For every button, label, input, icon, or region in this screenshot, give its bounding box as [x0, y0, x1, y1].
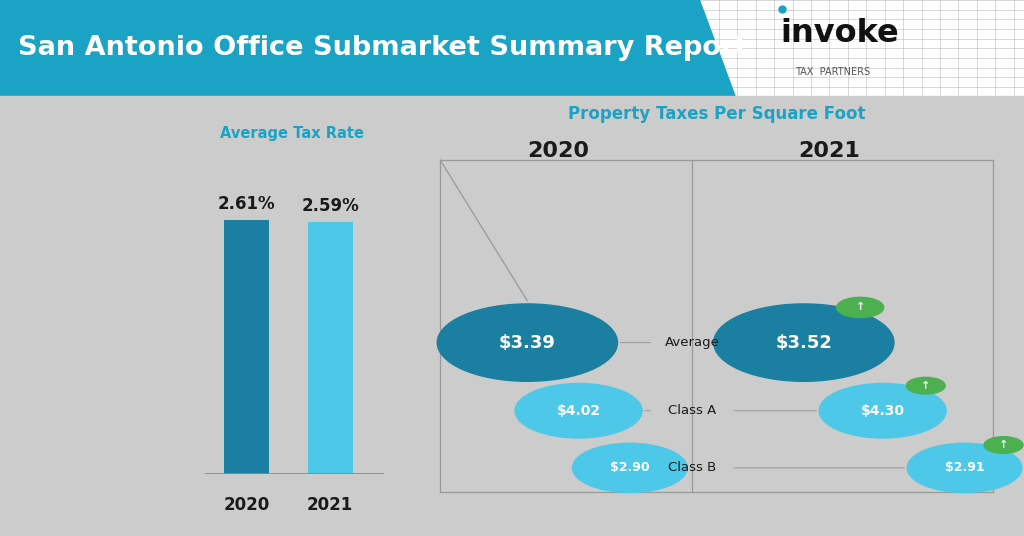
- Text: ↑: ↑: [855, 302, 865, 312]
- Bar: [224, 220, 269, 474]
- Text: 2021: 2021: [799, 142, 860, 161]
- Circle shape: [984, 437, 1023, 453]
- Circle shape: [907, 443, 1022, 493]
- Circle shape: [837, 297, 884, 317]
- Circle shape: [515, 383, 642, 438]
- Circle shape: [714, 304, 894, 381]
- Text: Average: Average: [665, 336, 720, 349]
- Text: $3.39: $3.39: [499, 333, 556, 352]
- Text: $3.52: $3.52: [775, 333, 833, 352]
- Text: Property Taxes Per Square Foot: Property Taxes Per Square Foot: [568, 105, 865, 123]
- Text: Average Tax Rate: Average Tax Rate: [220, 126, 364, 142]
- Text: TAX  PARTNERS: TAX PARTNERS: [795, 68, 869, 77]
- Text: 2.61%: 2.61%: [218, 195, 275, 213]
- Circle shape: [572, 443, 687, 493]
- Text: 2.59%: 2.59%: [301, 197, 359, 215]
- Text: San Antonio Office Submarket Summary Report: San Antonio Office Submarket Summary Rep…: [18, 35, 748, 61]
- Text: Class A: Class A: [668, 404, 717, 417]
- Text: $2.90: $2.90: [610, 461, 649, 474]
- Text: invoke: invoke: [780, 18, 899, 49]
- Bar: [308, 222, 352, 474]
- Circle shape: [819, 383, 946, 438]
- Circle shape: [437, 304, 617, 381]
- Polygon shape: [0, 0, 735, 96]
- Text: $4.30: $4.30: [861, 404, 904, 418]
- Text: 2020: 2020: [527, 142, 589, 161]
- Text: ↑: ↑: [998, 440, 1009, 450]
- Text: Class B: Class B: [668, 461, 717, 474]
- Text: $2.91: $2.91: [945, 461, 984, 474]
- Circle shape: [906, 377, 945, 394]
- Text: 2021: 2021: [307, 496, 353, 514]
- Text: $4.02: $4.02: [556, 404, 601, 418]
- Text: ↑: ↑: [921, 381, 931, 391]
- Text: 2020: 2020: [223, 496, 269, 514]
